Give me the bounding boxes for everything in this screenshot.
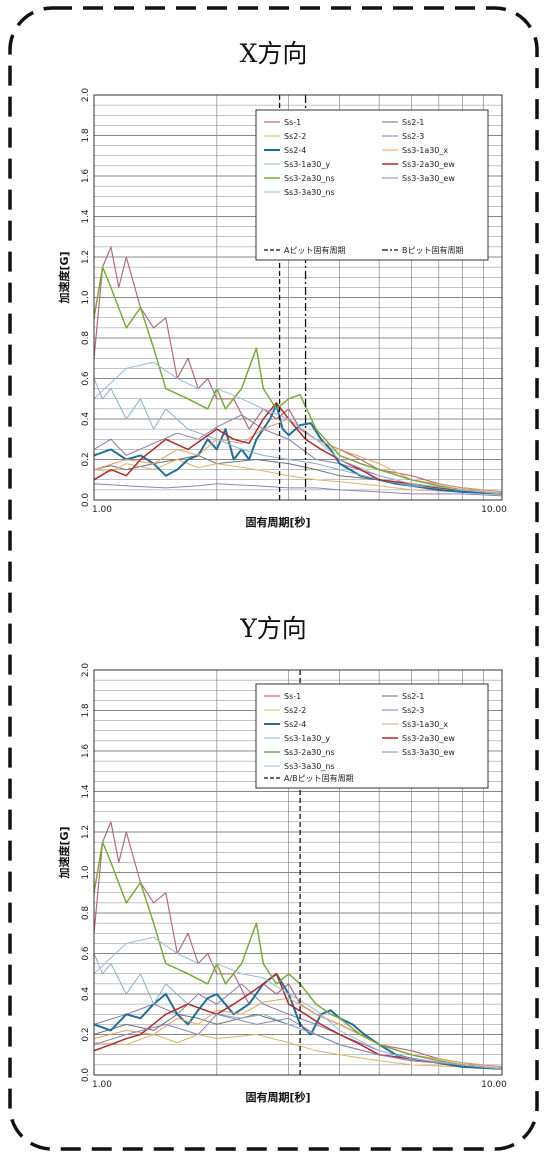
legend-label-Ss2-3-x: Ss2-3 — [402, 132, 424, 141]
legend-label-Ss2-4-x: Ss2-4 — [284, 146, 306, 155]
series-line-Ss3-3a30_ns-x — [93, 361, 503, 495]
legend-ref-label-x-1: Bピット固有周期 — [402, 245, 464, 255]
y-tick-label-y: 1.6 — [81, 744, 91, 759]
y-tick-label-y: 2.0 — [81, 663, 91, 678]
series-line-Ss3-2a30_ew-x — [93, 402, 503, 495]
y-axis-label-y: 加速度[G] — [57, 826, 71, 879]
series-line-Ss3-2a30_ns-y — [93, 841, 503, 1070]
panel-title-y: Y方向 — [240, 614, 307, 643]
y-tick-label-x: 0.4 — [81, 412, 91, 427]
y-tick-label-x: 0.6 — [81, 371, 91, 386]
x-tick-label-x: 10.00 — [481, 505, 507, 515]
y-tick-label-y: 0.8 — [81, 906, 91, 921]
legend-label-Ss-1-x: Ss-1 — [284, 118, 301, 127]
y-tick-label-y: 0.4 — [81, 987, 91, 1002]
y-tick-label-y: 0.6 — [81, 946, 91, 961]
legend-label-Ss2-1-x: Ss2-1 — [402, 118, 424, 127]
legend-label-Ss3-3a30_ns-x: Ss3-3a30_ns — [284, 188, 335, 197]
series-line-Ss3-3a30_ns-y — [93, 936, 503, 1070]
legend-label-Ss3-1a30_y-x: Ss3-1a30_y — [284, 160, 330, 169]
legend-label-Ss3-2a30_ew-x: Ss3-2a30_ew — [402, 160, 455, 169]
legend-label-Ss3-3a30_ew-x: Ss3-3a30_ew — [402, 174, 455, 183]
legend-ref-label-y-0: A/Bピット固有周期 — [284, 773, 354, 783]
y-tick-label-y: 1.2 — [81, 825, 91, 839]
series-line-Ss3-2a30_ns-x — [93, 266, 503, 495]
y-tick-label-x: 2.0 — [81, 88, 91, 103]
y-tick-label-x: 1.6 — [81, 169, 91, 184]
x-axis-label-y: 固有周期[秒] — [245, 1090, 310, 1104]
y-tick-label-y: 1.8 — [81, 703, 91, 718]
y-tick-label-x: 0.0 — [81, 493, 91, 508]
y-tick-label-y: 0.0 — [81, 1068, 91, 1083]
plot-border-x — [93, 94, 503, 501]
series-line-Ss2-2-y — [93, 1034, 503, 1070]
legend-box-y — [255, 683, 489, 789]
y-tick-label-x: 1.2 — [81, 250, 91, 264]
legend-label-Ss2-3-y: Ss2-3 — [402, 706, 424, 715]
chart-y-direction: 0.0 0.2 0.4 0.6 0.8 1.0 1.2 1.4 1.6 1.8 2.0 1.00 10.… — [57, 663, 507, 1104]
legend-label-Ss3-1a30_x-y: Ss3-1a30_x — [402, 720, 448, 729]
y-tick-label-x: 1.8 — [81, 128, 91, 143]
legend-label-Ss2-2-y: Ss2-2 — [284, 706, 306, 715]
legend-label-Ss3-2a30_ns-y: Ss3-2a30_ns — [284, 748, 335, 757]
y-tick-label-x: 0.2 — [81, 452, 91, 466]
legend-label-Ss2-4-y: Ss2-4 — [284, 720, 306, 729]
legend-label-Ss3-3a30_ns-y: Ss3-3a30_ns — [284, 762, 335, 771]
legend-box-x — [255, 109, 489, 261]
y-tick-label-y: 1.0 — [81, 865, 91, 880]
y-tick-label-y: 1.4 — [81, 784, 91, 799]
panel-title-x: X方向 — [239, 39, 308, 68]
y-axis-label-x: 加速度[G] — [57, 251, 71, 304]
x-tick-label-y: 10.00 — [481, 1080, 507, 1090]
legend-label-Ss3-2a30_ew-y: Ss3-2a30_ew — [402, 734, 455, 743]
legend-label-Ss2-1-y: Ss2-1 — [402, 692, 424, 701]
legend-label-Ss3-1a30_x-x: Ss3-1a30_x — [402, 146, 448, 155]
x-tick-label-x: 1.00 — [92, 505, 112, 515]
legend-label-Ss2-2-x: Ss2-2 — [284, 132, 306, 141]
series-line-Ss3-3a30_ew-y — [93, 1013, 503, 1070]
plot-border-y — [93, 669, 503, 1076]
legend-ref-label-x-0: Aピット固有周期 — [284, 245, 345, 255]
x-axis-label-x: 固有周期[秒] — [245, 515, 310, 529]
x-tick-label-y: 1.00 — [92, 1080, 112, 1090]
y-tick-label-x: 1.4 — [81, 209, 91, 224]
y-tick-label-x: 0.8 — [81, 331, 91, 346]
legend-label-Ss3-3a30_ew-y: Ss3-3a30_ew — [402, 748, 455, 757]
series-line-Ss3-3a30_ew-x — [93, 483, 503, 497]
chart-x-direction: 0.0 0.2 0.4 0.6 0.8 1.0 1.2 1.4 1.6 1.8 2.0 1.00 10.… — [57, 88, 507, 529]
series-line-Ss3-2a30_ew-y — [93, 973, 503, 1070]
y-tick-label-y: 0.2 — [81, 1027, 91, 1041]
legend-label-Ss3-2a30_ns-x: Ss3-2a30_ns — [284, 174, 335, 183]
y-tick-label-x: 1.0 — [81, 290, 91, 305]
legend-label-Ss3-1a30_y-y: Ss3-1a30_y — [284, 734, 330, 743]
series-line-Ss3-1a30_x-x — [93, 418, 503, 493]
legend-label-Ss-1-y: Ss-1 — [284, 692, 301, 701]
